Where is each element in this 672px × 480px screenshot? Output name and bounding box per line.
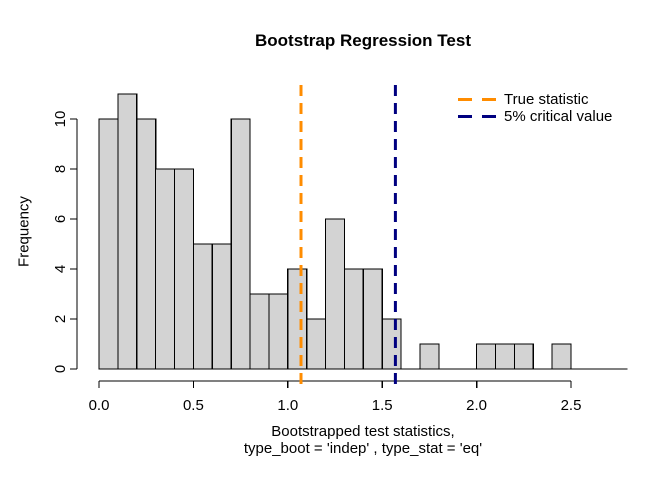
histogram-bar (287, 268, 308, 370)
histogram-bar (419, 343, 440, 370)
x-tick-label: 0.5 (183, 397, 204, 414)
histogram-bar (494, 343, 515, 370)
histogram-bar (192, 243, 213, 370)
histogram-bar (98, 118, 119, 370)
legend-label: True statistic (504, 91, 589, 108)
dashed-line-icon (458, 98, 496, 101)
histogram-bar (325, 218, 346, 370)
legend: True statistic 5% critical value (457, 91, 612, 125)
legend-label: 5% critical value (504, 108, 613, 125)
y-tick-label: 8 (52, 165, 69, 173)
x-tick-label: 2.5 (561, 397, 582, 414)
histogram-bar (381, 318, 402, 370)
y-tick-label: 4 (52, 265, 69, 273)
x-tick-label: 1.0 (277, 397, 298, 414)
y-tick-label: 0 (52, 365, 69, 373)
legend-item-true-statistic: True statistic (457, 91, 612, 108)
histogram-bar (513, 343, 534, 370)
histogram-bar (343, 268, 364, 370)
histogram-bar (136, 118, 157, 370)
histogram-bar (211, 243, 232, 370)
dashed-line-icon (458, 115, 496, 118)
histogram-bar (306, 318, 327, 370)
legend-item-critical-value: 5% critical value (457, 108, 612, 125)
y-axis-title: Frequency (15, 196, 33, 267)
histogram-bar (173, 168, 194, 370)
histogram-bar (117, 93, 138, 370)
histogram-bar (551, 343, 572, 370)
x-axis-title-line2: type_boot = 'indep' , type_stat = 'eq' (243, 440, 483, 457)
chart-title: Bootstrap Regression Test (254, 31, 471, 50)
histogram-bar (362, 268, 383, 370)
histogram-bar (155, 168, 176, 370)
histogram-bar (249, 293, 270, 370)
y-tick-label: 2 (52, 315, 69, 323)
x-tick-label: 2.0 (466, 397, 487, 414)
x-axis-title-line1: Bootstrapped test statistics, (271, 423, 455, 440)
histogram-bar (230, 118, 251, 370)
x-tick-label: 1.5 (372, 397, 393, 414)
x-tick-label: 0.0 (89, 397, 110, 414)
histogram-bar (268, 293, 289, 370)
y-tick-label: 10 (52, 111, 69, 128)
histogram-bar (476, 343, 497, 370)
y-tick-label: 6 (52, 215, 69, 223)
